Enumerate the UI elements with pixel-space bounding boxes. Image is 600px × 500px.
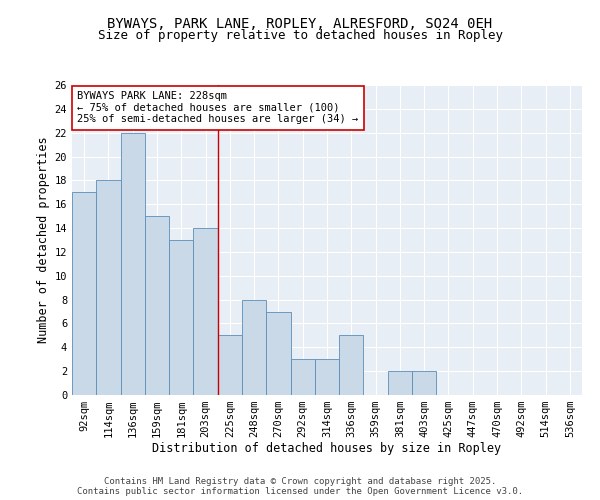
Bar [388, 371, 412, 395]
Bar [145, 216, 169, 395]
Bar [193, 228, 218, 395]
Y-axis label: Number of detached properties: Number of detached properties [37, 136, 50, 344]
Bar [218, 336, 242, 395]
Bar [242, 300, 266, 395]
Bar [339, 336, 364, 395]
Text: Contains HM Land Registry data © Crown copyright and database right 2025.: Contains HM Land Registry data © Crown c… [104, 478, 496, 486]
X-axis label: Distribution of detached houses by size in Ropley: Distribution of detached houses by size … [152, 442, 502, 454]
Bar [315, 359, 339, 395]
Bar [412, 371, 436, 395]
Bar [290, 359, 315, 395]
Bar [169, 240, 193, 395]
Text: BYWAYS, PARK LANE, ROPLEY, ALRESFORD, SO24 0EH: BYWAYS, PARK LANE, ROPLEY, ALRESFORD, SO… [107, 18, 493, 32]
Bar [72, 192, 96, 395]
Bar [266, 312, 290, 395]
Bar [96, 180, 121, 395]
Text: Size of property relative to detached houses in Ropley: Size of property relative to detached ho… [97, 28, 503, 42]
Bar [121, 132, 145, 395]
Text: BYWAYS PARK LANE: 228sqm
← 75% of detached houses are smaller (100)
25% of semi-: BYWAYS PARK LANE: 228sqm ← 75% of detach… [77, 91, 358, 124]
Text: Contains public sector information licensed under the Open Government Licence v3: Contains public sector information licen… [77, 486, 523, 496]
